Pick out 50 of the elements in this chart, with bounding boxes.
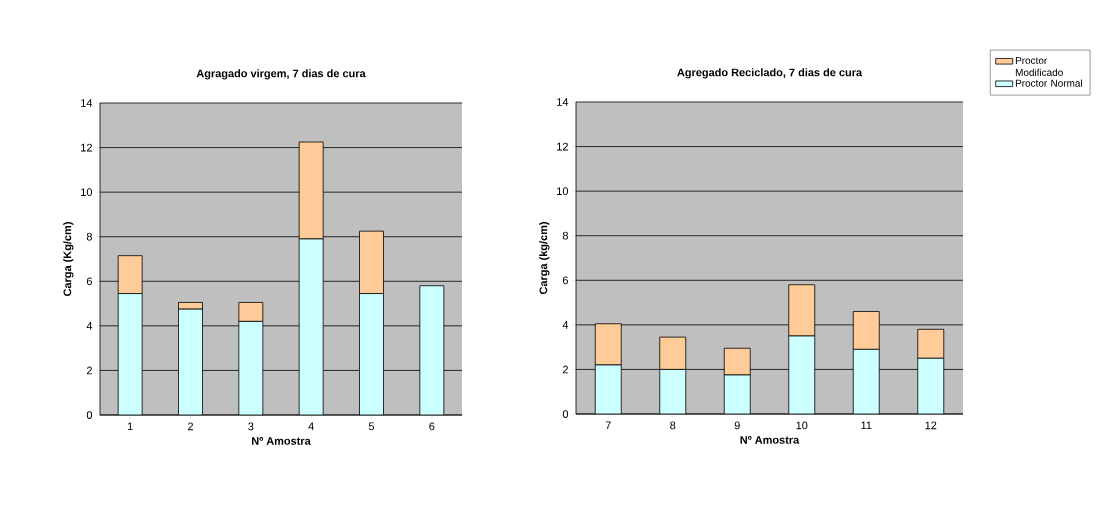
bar <box>917 357 945 414</box>
y-tick-label: 10 <box>81 188 93 197</box>
y-tick-label: 2 <box>86 366 92 375</box>
y-tick-label: 0 <box>86 411 93 419</box>
chart-title: Agragado virgem, 7 dias de cura <box>196 69 366 80</box>
y-tick-label: 14 <box>81 99 93 107</box>
x-tick-label: 8 <box>670 421 676 430</box>
bar <box>298 238 324 415</box>
x-tick-label: 1 <box>127 422 133 431</box>
bar <box>723 347 751 376</box>
bar <box>238 302 264 322</box>
y-tick-label: 12 <box>81 143 92 152</box>
x-tick-label: 3 <box>248 422 254 431</box>
bar <box>238 321 264 415</box>
bar <box>788 335 816 414</box>
x-tick-label: 5 <box>368 422 375 431</box>
legend-label: Proctor Modificado <box>1015 57 1063 76</box>
bar <box>178 308 203 415</box>
y-tick-label: 6 <box>562 276 568 285</box>
x-tick-label: 4 <box>308 422 314 431</box>
y-tick-label: 8 <box>562 231 568 240</box>
y-tick-label: 4 <box>562 321 569 329</box>
x-tick-label: 10 <box>796 421 808 430</box>
y-tick-label: 4 <box>86 322 93 330</box>
bar <box>594 364 622 414</box>
bar <box>419 285 445 415</box>
y-tick-label: 14 <box>557 98 569 106</box>
bar <box>117 293 143 415</box>
y-tick-label: 12 <box>557 142 568 151</box>
bar <box>723 374 751 414</box>
y-axis-title: Carga (kg/cm) <box>539 222 550 295</box>
y-tick-label: 8 <box>86 232 92 241</box>
x-tick-label: 6 <box>429 422 435 431</box>
x-tick-label: 9 <box>734 421 740 430</box>
y-tick-label: 0 <box>562 410 569 418</box>
x-axis-title: Nº Amostra <box>252 437 311 445</box>
y-tick-label: 6 <box>86 277 92 286</box>
y-axis-title: Carga (Kg/cm) <box>63 222 74 296</box>
x-tick-label: 2 <box>188 422 193 431</box>
x-tick-label: 12 <box>925 421 937 430</box>
chart-title: Agregado Reciclado, 7 dias de cura <box>677 68 863 79</box>
bar <box>852 348 880 414</box>
x-tick-label: 7 <box>605 421 611 430</box>
x-tick-label: 11 <box>861 421 872 430</box>
bar <box>659 369 687 414</box>
y-tick-label: 2 <box>562 365 568 374</box>
y-tick-label: 10 <box>557 187 569 196</box>
legend-label: Proctor Normal <box>1015 79 1082 87</box>
x-axis-title: Nº Amostra <box>740 436 800 444</box>
bar <box>359 293 384 415</box>
